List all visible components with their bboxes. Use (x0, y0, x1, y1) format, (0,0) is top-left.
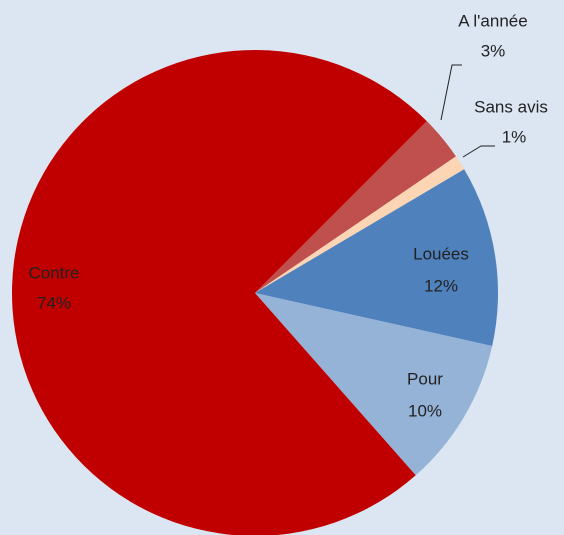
leader-line (440, 64, 462, 121)
slice-label: Sans avis (474, 97, 548, 116)
pie-slice (255, 169, 498, 347)
pie-slice (255, 156, 465, 293)
slice-label: Pour (407, 369, 443, 388)
value-label: 10% (408, 401, 442, 420)
value-label: 1% (502, 127, 527, 146)
slice-label: Contre (28, 263, 79, 282)
value-label: 74% (37, 293, 71, 312)
value-label: 12% (424, 276, 458, 295)
pie-slice (255, 293, 493, 476)
slice-label: A l'année (458, 11, 527, 30)
value-label: 3% (481, 41, 506, 60)
leader-line (462, 145, 495, 158)
pie-slice (255, 121, 456, 293)
pie-slice (12, 50, 427, 535)
slice-label: Louées (413, 244, 469, 263)
